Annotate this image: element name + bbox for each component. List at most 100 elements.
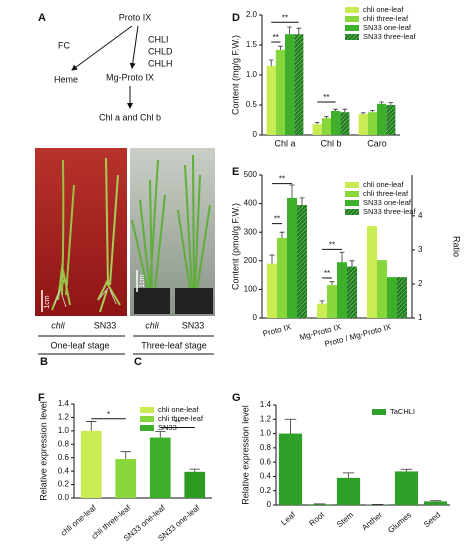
pathway: Proto IX FC CHLI CHLD CHLH Heme Mg-Proto…	[54, 12, 173, 122]
significance-label: **	[324, 269, 330, 278]
legend-label: chli one-leaf	[158, 405, 199, 414]
y-axis-label: Relative expression level	[240, 405, 250, 505]
legend-swatch	[345, 200, 359, 206]
y-tick-label: 0.2	[260, 486, 272, 495]
scale-label: 1cm	[44, 295, 51, 308]
legend-swatch	[345, 34, 359, 40]
error-bar	[296, 27, 302, 35]
photo-label: SN33	[182, 320, 205, 330]
significance-label: **	[279, 175, 285, 184]
error-bar	[342, 108, 348, 113]
error-bar	[287, 26, 292, 35]
panel-label: C	[134, 356, 142, 368]
error-bar	[155, 431, 166, 438]
x-tick-label: Proto IX	[262, 322, 293, 338]
error-bar	[379, 101, 384, 104]
panel-label: E	[232, 166, 239, 178]
bar	[386, 105, 396, 135]
bar	[377, 260, 387, 318]
x-tick-label: Caro	[367, 138, 387, 148]
y-tick-label: 0.4	[58, 466, 70, 475]
bar	[331, 111, 341, 135]
error-bar	[342, 472, 355, 478]
y-tick-label: 0.6	[58, 453, 70, 462]
significance-label: **	[274, 215, 280, 224]
arrow	[129, 25, 139, 69]
bar	[275, 49, 285, 135]
bar	[358, 114, 368, 135]
y-tick-label: 500	[244, 170, 258, 179]
node: CHLI	[148, 34, 169, 44]
error-bar	[388, 102, 394, 105]
y-tick-label: 0.4	[260, 472, 272, 481]
plant	[131, 154, 211, 291]
legend-swatch	[345, 25, 359, 31]
plant	[51, 159, 75, 311]
y-tick-label: 1.0	[58, 426, 70, 435]
error-bar	[284, 418, 297, 434]
bar	[266, 66, 276, 135]
significance-label: **	[282, 13, 288, 22]
error-bar	[120, 451, 131, 460]
legend-swatch	[372, 409, 386, 415]
x-tick-label: Chl b	[320, 138, 341, 148]
y-tick-label: 0.8	[260, 443, 272, 452]
stage-label: One-leaf stage	[50, 340, 109, 350]
node: CHLD	[148, 46, 173, 56]
y2-tick-label: 3	[418, 245, 423, 254]
error-bar	[299, 197, 305, 206]
bar	[277, 237, 287, 318]
bar	[294, 34, 304, 136]
panel-label: G	[232, 392, 241, 404]
y2-axis-label: Ratio	[452, 236, 462, 257]
legend-label: SN33 one-leaf	[363, 23, 412, 32]
bar	[423, 501, 448, 505]
panel-label: B	[40, 356, 48, 368]
photo-label: SN33	[94, 320, 117, 330]
bar	[367, 112, 377, 135]
error-bar	[333, 108, 338, 111]
bar	[327, 285, 337, 318]
pot	[134, 288, 170, 314]
bar	[336, 477, 361, 505]
y-tick-label: 0.6	[260, 457, 272, 466]
bar	[367, 226, 377, 318]
legend-label: SN33 three-leaf	[363, 207, 416, 216]
bar	[287, 197, 297, 318]
y-tick-label: 0.2	[58, 480, 70, 489]
node: Mg-Proto IX	[106, 72, 154, 82]
legend-label: SN33 three-leaf	[363, 32, 416, 41]
y-tick-label: 0	[267, 500, 272, 509]
node: Heme	[54, 74, 78, 84]
error-bar	[268, 59, 274, 66]
significance-label: **	[329, 240, 335, 249]
error-bar	[339, 251, 345, 263]
error-bar	[319, 300, 325, 304]
y-tick-label: 0	[253, 130, 258, 139]
node: Proto IX	[119, 12, 152, 22]
bar	[278, 433, 303, 505]
x-tick-label: Chl a	[274, 138, 295, 148]
y-axis-label: Relative expression level	[38, 401, 48, 501]
significance-label: **	[323, 93, 329, 102]
bar	[321, 118, 331, 135]
error-bar	[289, 184, 295, 198]
bar	[397, 277, 407, 318]
legend-label: chli three-leaf	[363, 14, 409, 23]
y-tick-label: 0	[253, 313, 258, 322]
roots	[53, 287, 117, 308]
y-tick-label: 1.2	[58, 413, 70, 422]
y2-tick-label: 1	[418, 313, 423, 322]
y2-tick-label: 4	[418, 211, 423, 220]
y-tick-label: 1.5	[246, 40, 258, 49]
error-bar	[329, 281, 335, 286]
bar	[377, 103, 387, 135]
y-axis-label: Content (mg/g F.W.)	[230, 35, 240, 115]
bar	[312, 124, 322, 135]
bar	[340, 112, 350, 135]
photo-b	[35, 148, 127, 316]
error-bar	[429, 500, 442, 502]
bar	[337, 262, 347, 318]
error-bar	[189, 468, 200, 472]
